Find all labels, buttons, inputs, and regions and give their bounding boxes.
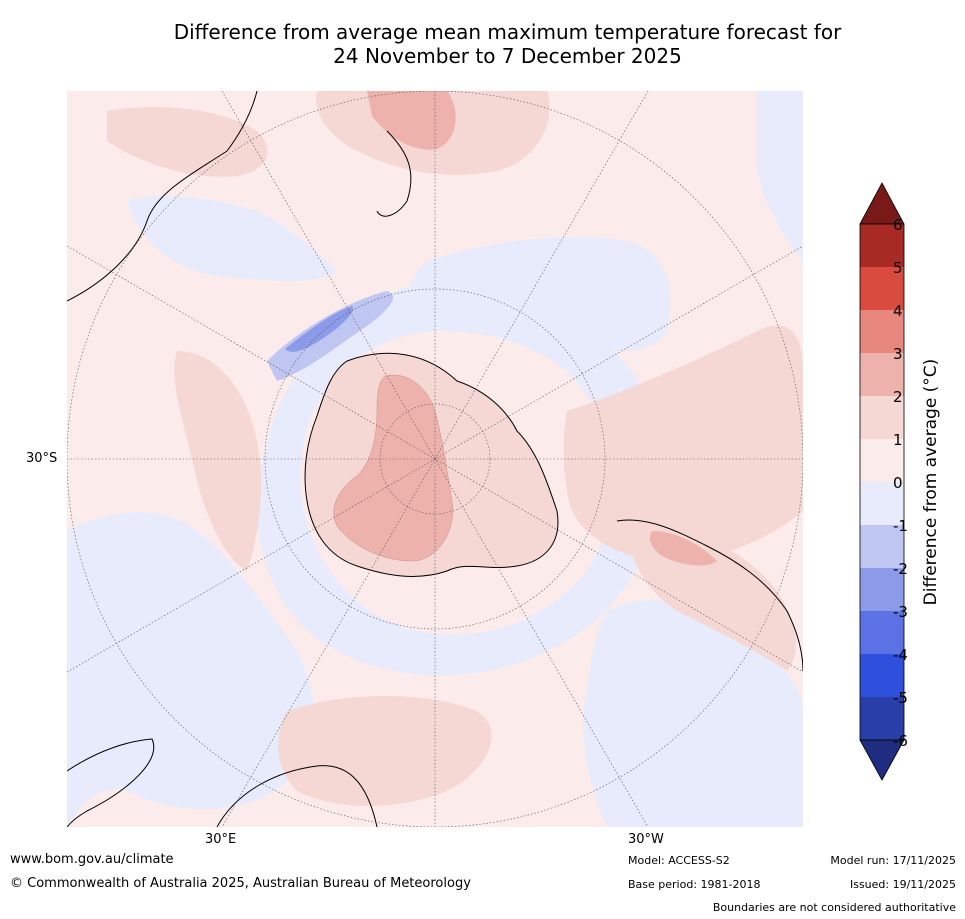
longitude-label-30e: 30°E xyxy=(205,832,237,847)
warm-region-africa-south xyxy=(278,696,492,806)
footer-model-run: Model run: 17/11/2025 xyxy=(830,854,956,867)
warm-core-south-america xyxy=(650,531,717,566)
colorbar-tick-m1: -1 xyxy=(893,517,908,535)
colorbar-tick-3: 3 xyxy=(893,345,903,363)
colorbar-tick-2: 2 xyxy=(893,388,903,406)
cold-streak-minus1 xyxy=(267,291,394,381)
colorbar-band-m4-m3 xyxy=(860,611,904,654)
south-america-coastline xyxy=(616,519,803,672)
footer-model: Model: ACCESS-S2 xyxy=(628,854,730,867)
negative-region-northeast xyxy=(757,91,803,261)
negative-region-pacific xyxy=(408,237,671,351)
warm-region-indian-central xyxy=(174,351,262,571)
southern-africa-coastline xyxy=(216,765,378,827)
colorbar-tick-m4: -4 xyxy=(893,646,908,664)
title-line-1: Difference from average mean maximum tem… xyxy=(173,20,842,44)
colorbar-label: Difference from average (°C) xyxy=(921,359,941,606)
colorbar-band-4-5 xyxy=(860,267,904,310)
colorbar-tick-m6: -6 xyxy=(893,732,908,750)
colorbar-tick-5: 5 xyxy=(893,259,903,277)
colorbar-band-m3-m2 xyxy=(860,568,904,611)
colorbar-band-5-6 xyxy=(860,224,904,267)
negative-region-south-atlantic xyxy=(583,600,803,827)
colorbar-tick-0: 0 xyxy=(893,474,903,492)
colorbar-band-0-1 xyxy=(860,439,904,482)
australia-coastline xyxy=(67,91,258,302)
footer-issued: Issued: 19/11/2025 xyxy=(849,878,956,891)
colorbar-tick-m2: -2 xyxy=(893,560,908,578)
footer-base-period: Base period: 1981-2018 xyxy=(628,878,761,891)
warm-core-new-zealand xyxy=(367,91,456,150)
colorbar-band-m6-m5 xyxy=(860,697,904,740)
warm-region-south-atlantic xyxy=(563,325,803,561)
colorbar-band-m2-m1 xyxy=(860,525,904,568)
colorbar-tick-1: 1 xyxy=(893,431,903,449)
colorbar-band-3-4 xyxy=(860,310,904,353)
footer-disclaimer: Boundaries are not considered authoritat… xyxy=(712,901,956,914)
latitude-label-30s: 30°S xyxy=(26,451,58,466)
colorbar-band-1-2 xyxy=(860,396,904,439)
africa-coastline xyxy=(67,738,155,827)
footer-copyright: © Commonwealth of Australia 2025, Austra… xyxy=(10,876,471,891)
colorbar-tick-4: 4 xyxy=(893,302,903,320)
warm-region-australia xyxy=(107,107,268,177)
footer-website: www.bom.gov.au/climate xyxy=(10,852,174,867)
negative-region-australia-south xyxy=(127,195,337,281)
colorbar-tick-m3: -3 xyxy=(893,603,908,621)
colorbar-band-m5-m4 xyxy=(860,654,904,697)
colorbar: 6 5 4 3 2 1 0 -1 -2 -3 -4 -5 -6 Differen… xyxy=(859,182,941,781)
chart-title: Difference from average mean maximum tem… xyxy=(0,20,965,68)
cold-streak-minus2 xyxy=(285,306,353,352)
new-zealand-coastline xyxy=(376,130,412,217)
temperature-anomaly-map xyxy=(67,91,803,827)
negative-region-west-indian xyxy=(67,512,315,827)
colorbar-tick-6: 6 xyxy=(893,216,903,234)
colorbar-band-m1-0 xyxy=(860,482,904,525)
longitude-label-30w: 30°W xyxy=(628,832,664,847)
antarctica-warm-core xyxy=(333,374,454,562)
title-line-2: 24 November to 7 December 2025 xyxy=(333,44,682,68)
colorbar-band-2-3 xyxy=(860,353,904,396)
colorbar-tick-m5: -5 xyxy=(893,689,908,707)
graticule xyxy=(67,91,803,827)
